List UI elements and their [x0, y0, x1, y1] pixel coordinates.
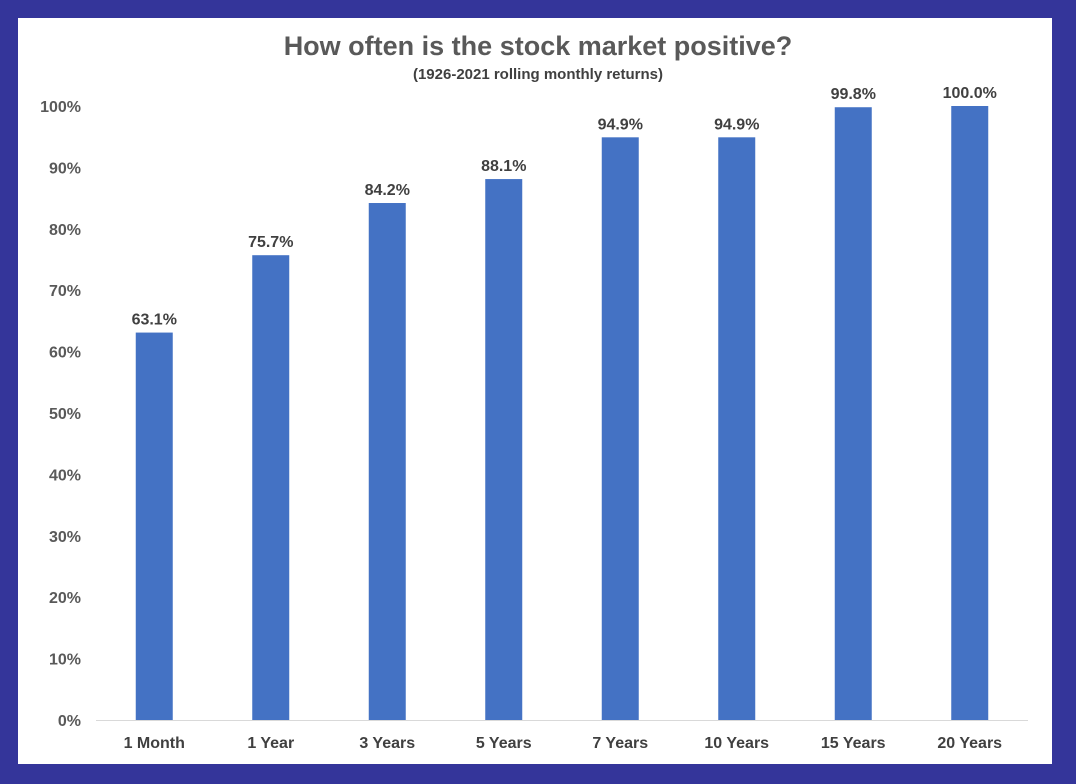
chart-subtitle: (1926-2021 rolling monthly returns) [412, 66, 664, 83]
y-tick-label: 0% [58, 713, 81, 730]
x-tick-label: 1 Month [124, 735, 185, 752]
x-tick-label: 5 Years [476, 735, 532, 752]
x-tick-label: 1 Year [247, 735, 294, 752]
y-tick-label: 40% [49, 467, 81, 484]
x-tick-label: 7 Years [592, 735, 648, 752]
y-tick-label: 20% [49, 590, 81, 607]
data-label: 63.1% [132, 312, 177, 329]
bar [718, 137, 756, 721]
x-tick-label: 20 Years [937, 735, 1002, 752]
bar [834, 107, 872, 720]
y-tick-label: 70% [49, 283, 81, 300]
bar [601, 137, 639, 721]
data-label: 100.0% [943, 85, 997, 102]
y-tick-label: 10% [49, 652, 81, 669]
y-tick-label: 50% [49, 406, 81, 423]
data-label: 94.9% [714, 116, 759, 133]
data-label: 94.9% [598, 116, 643, 133]
bar [252, 255, 290, 720]
x-tick-label: 15 Years [821, 735, 886, 752]
data-label: 88.1% [481, 158, 526, 175]
y-tick-label: 90% [49, 160, 81, 177]
y-tick-label: 60% [49, 345, 81, 362]
bar [485, 179, 523, 721]
data-label: 75.7% [248, 234, 293, 251]
data-label: 99.8% [831, 86, 876, 103]
chart-title: How often is the stock market positive? [283, 31, 793, 61]
bar [135, 332, 173, 720]
chart-frame [18, 18, 1052, 764]
bar [368, 203, 406, 721]
y-tick-label: 100% [40, 99, 81, 116]
x-tick-label: 3 Years [359, 735, 415, 752]
data-label: 84.2% [365, 182, 410, 199]
x-tick-label: 10 Years [704, 735, 769, 752]
y-tick-label: 30% [49, 529, 81, 546]
bar [951, 106, 989, 720]
y-tick-label: 80% [49, 222, 81, 239]
